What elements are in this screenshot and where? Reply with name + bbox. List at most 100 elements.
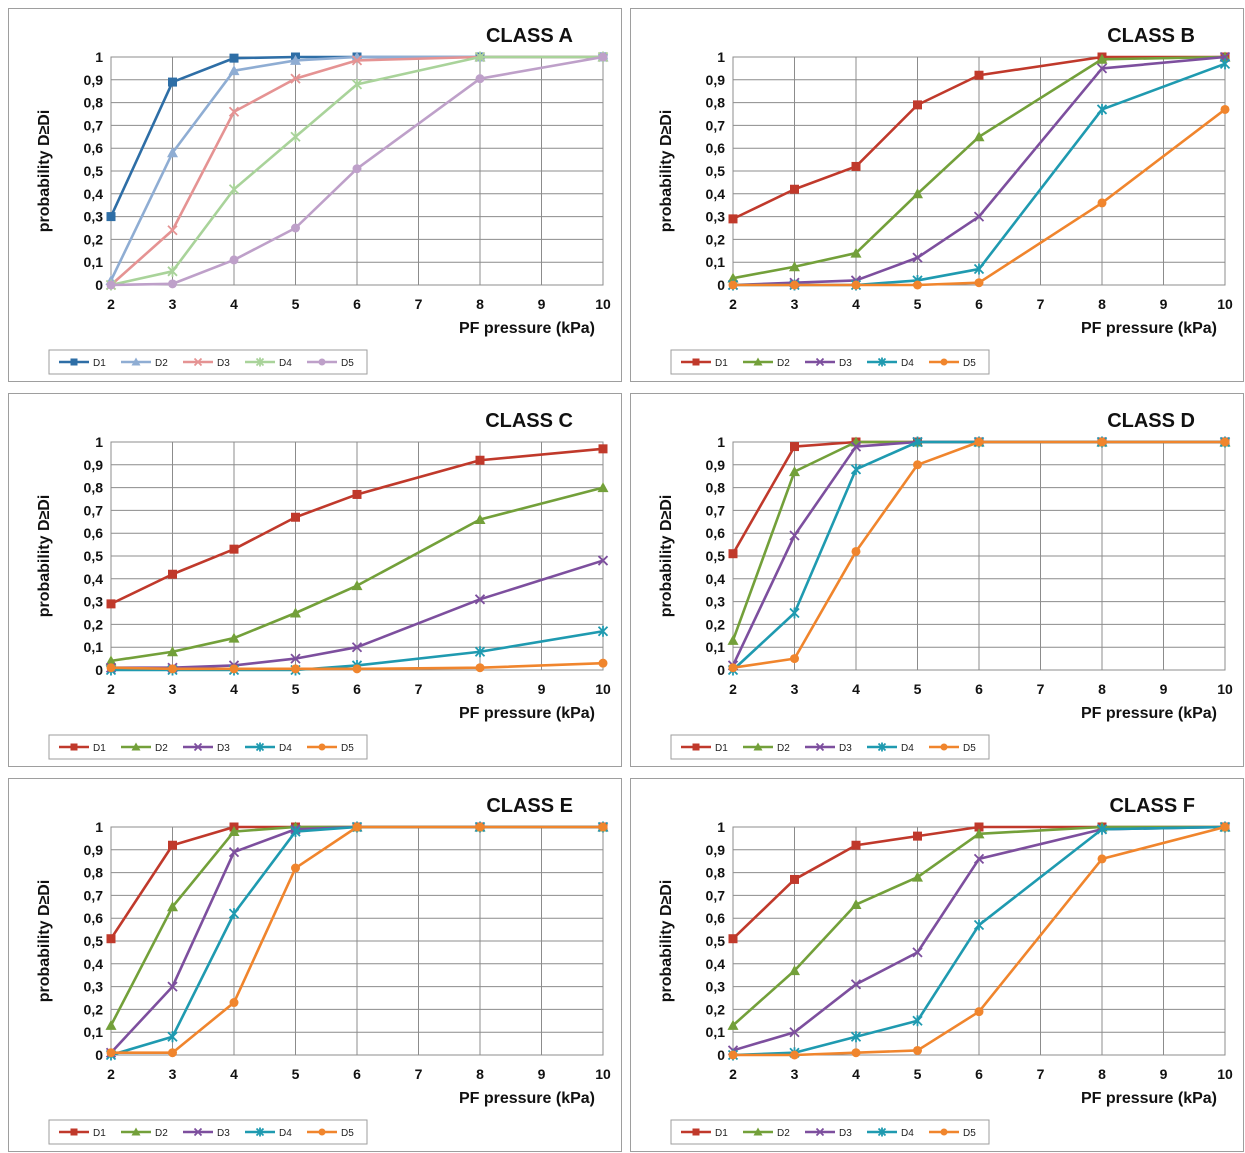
x-tick-label: 9 [538, 296, 546, 312]
legend-marker [131, 357, 141, 366]
y-tick-label: 0,3 [706, 209, 726, 225]
legend-label: D3 [839, 358, 852, 369]
chart-panel-6: 0 0,1 0,2 0,3 0,4 0,5 0,6 0,7 0,8 0,9 1 2 3 4 5 6 7 8 9 10 C… [630, 778, 1244, 1152]
y-tick-label: 0,8 [706, 95, 726, 111]
x-tick-label: 10 [595, 296, 611, 312]
legend-item: D1 [59, 358, 106, 369]
data-point [973, 919, 985, 931]
y-tick-label: 0,6 [84, 910, 104, 926]
data-point [474, 514, 486, 525]
data-point [598, 658, 608, 668]
y-tick-label: 0,8 [84, 95, 104, 111]
data-point [474, 646, 486, 658]
legend-item: D2 [743, 742, 790, 754]
legend: D1 D2 D3 D4 D5 [48, 349, 368, 375]
legend-label: D2 [155, 1128, 168, 1139]
legend: D1 D2 D3 D4 D5 [670, 349, 990, 375]
series-D5 [728, 822, 1230, 1060]
data-point [597, 555, 609, 566]
data-point [789, 530, 800, 541]
x-tick-label: 3 [169, 1066, 177, 1082]
x-tick-label: 9 [538, 1066, 546, 1082]
legend-marker [753, 742, 763, 751]
legend-marker [70, 743, 78, 751]
data-point [229, 255, 239, 265]
legend-marker [692, 743, 700, 751]
data-point [167, 265, 178, 277]
y-axis-title: probability D≥Di [36, 880, 53, 1003]
legend: D1 D2 D3 D4 D5 [670, 1119, 990, 1145]
y-tick-label: 0,1 [84, 254, 104, 270]
legend-item: D4 [245, 1127, 292, 1139]
legend-label: D4 [901, 1128, 914, 1139]
data-point [598, 444, 608, 454]
x-axis-title: PF pressure (kPa) [1081, 1090, 1217, 1107]
x-tick-label: 6 [353, 681, 361, 697]
series-D2 [105, 482, 609, 666]
data-point [290, 54, 301, 65]
legend-marker [940, 1128, 948, 1136]
x-tick-label: 10 [595, 681, 611, 697]
legend-item: D3 [183, 742, 230, 754]
y-tick-label: 0,1 [706, 1024, 726, 1040]
data-point [913, 280, 922, 290]
data-point [290, 826, 301, 838]
data-point [351, 642, 363, 653]
legend-item: D1 [59, 743, 106, 754]
legend-label: D5 [963, 743, 976, 754]
legend-item: D1 [59, 1128, 106, 1139]
x-tick-label: 4 [230, 681, 238, 697]
data-point [351, 55, 363, 66]
legend-label: D1 [93, 358, 106, 369]
x-tick-label: 4 [852, 1066, 860, 1082]
y-tick-label: 0,4 [84, 956, 104, 972]
y-tick-label: 0,4 [84, 186, 104, 202]
data-point [790, 280, 799, 290]
y-tick-label: 0,8 [706, 865, 726, 881]
legend-marker [815, 1127, 825, 1137]
legend-item: D1 [681, 1128, 728, 1139]
y-tick-label: 0,4 [706, 571, 726, 587]
series-D1 [106, 444, 608, 609]
data-point [597, 482, 609, 493]
x-tick-label: 2 [107, 296, 115, 312]
legend-label: D2 [777, 358, 790, 369]
legend-label: D1 [715, 1128, 728, 1139]
legend-item: D5 [307, 743, 354, 754]
y-tick-label: 1 [95, 434, 103, 450]
data-point [912, 1015, 923, 1027]
x-tick-label: 6 [975, 681, 983, 697]
legend-label: D2 [777, 1128, 790, 1139]
legend-item: D3 [805, 357, 852, 369]
data-point [290, 131, 301, 143]
legend-marker [692, 1128, 700, 1136]
legend-marker [877, 357, 887, 367]
data-point [352, 822, 362, 832]
legend-label: D4 [901, 743, 914, 754]
legend-item: D2 [121, 357, 168, 369]
data-point [790, 442, 799, 452]
data-point [789, 965, 800, 976]
data-point [291, 512, 300, 522]
x-tick-label: 5 [292, 681, 300, 697]
x-axis-title: PF pressure (kPa) [1081, 705, 1217, 722]
data-point [229, 544, 239, 554]
y-axis-title: probability D≥Di [36, 110, 53, 233]
x-tick-label: 5 [914, 296, 922, 312]
data-point [974, 1007, 984, 1017]
data-point [1097, 198, 1107, 208]
data-point [228, 106, 240, 117]
legend-label: D2 [155, 358, 168, 369]
series-D5 [106, 658, 608, 674]
data-point [352, 164, 362, 174]
x-tick-label: 8 [1098, 681, 1106, 697]
x-tick-label: 4 [852, 681, 860, 697]
chart-title: CLASS A [486, 25, 573, 47]
data-point [105, 1019, 117, 1030]
legend-marker [753, 1127, 763, 1136]
data-point [912, 188, 923, 199]
data-point [106, 934, 116, 944]
data-point [167, 147, 178, 158]
data-point [727, 1019, 739, 1030]
